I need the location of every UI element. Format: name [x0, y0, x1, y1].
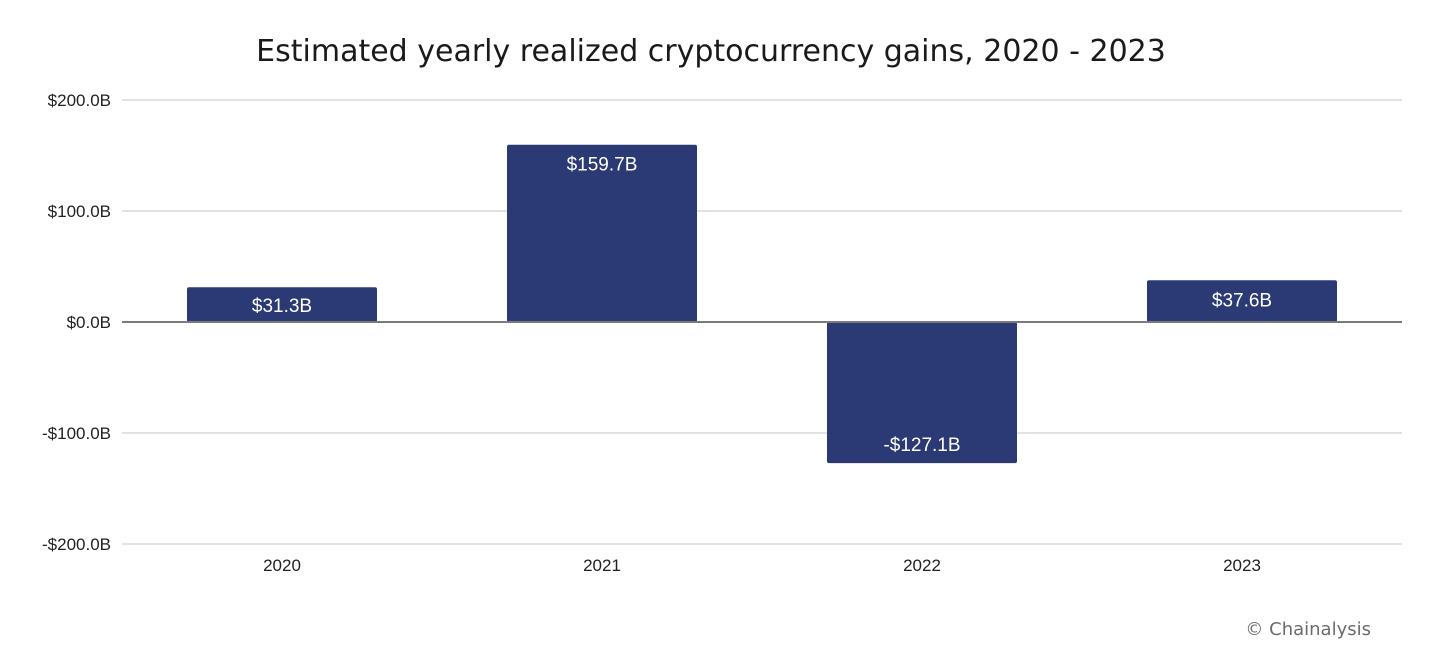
grid-lines: [122, 99, 1402, 545]
x-axis-tick-labels: 2020 2021 2022 2023: [263, 556, 1261, 575]
y-axis-tick-labels: $200.0B $100.0B $0.0B -$100.0B -$200.0B: [42, 91, 111, 554]
credit-text: © Chainalysis: [1245, 619, 1371, 640]
x-tick-label: 2020: [263, 556, 301, 575]
x-tick-label: 2022: [903, 556, 941, 575]
data-labels: $31.3B $159.7B -$127.1B $37.6B: [252, 155, 1272, 456]
y-tick-label: $0.0B: [67, 313, 111, 332]
bar-2020: [187, 287, 377, 322]
data-label-2022: -$127.1B: [883, 435, 960, 456]
data-label-2021: $159.7B: [567, 155, 638, 176]
bars: [187, 144, 1337, 464]
y-tick-label: $100.0B: [48, 202, 111, 221]
x-tick-label: 2023: [1223, 556, 1261, 575]
x-tick-label: 2021: [583, 556, 621, 575]
bar-2022: [827, 322, 1017, 464]
y-tick-label: -$100.0B: [42, 424, 111, 443]
y-tick-label: $200.0B: [48, 91, 111, 110]
bar-2021: [507, 144, 697, 322]
data-label-2020: $31.3B: [252, 296, 312, 317]
y-tick-label: -$200.0B: [42, 535, 111, 554]
bar-2023: [1147, 280, 1337, 322]
data-label-2023: $37.6B: [1212, 290, 1272, 311]
chart-title: Estimated yearly realized cryptocurrency…: [256, 34, 1166, 69]
